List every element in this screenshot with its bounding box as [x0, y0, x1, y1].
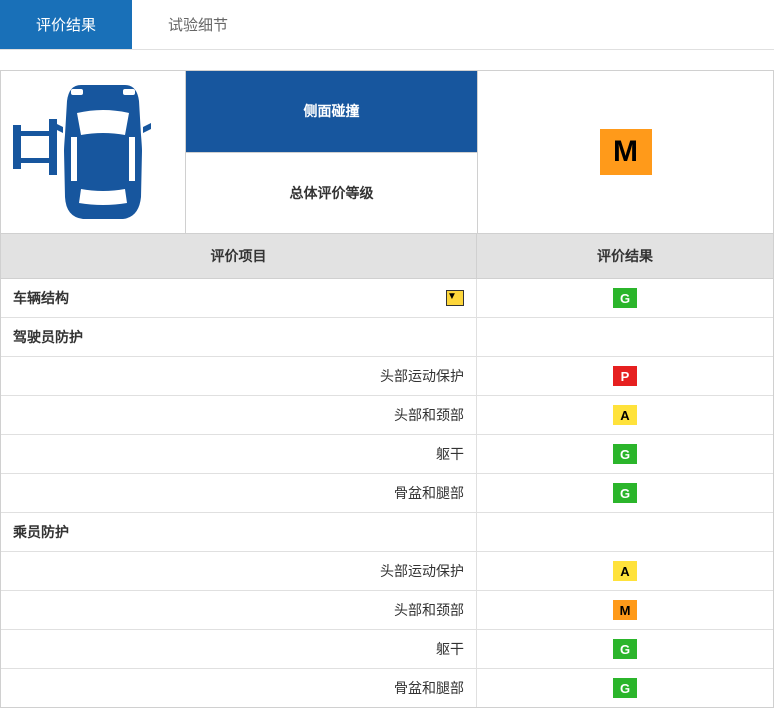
- item-cell: 乘员防护: [1, 513, 477, 551]
- item-cell: 骨盆和腿部: [1, 669, 477, 707]
- item-label: 车辆结构: [13, 288, 69, 308]
- result-cell: M: [477, 591, 773, 629]
- grade-badge: G: [613, 444, 637, 464]
- grade-badge: A: [613, 405, 637, 425]
- tab-bar: 评价结果 试验细节: [0, 0, 774, 50]
- result-cell: A: [477, 396, 773, 434]
- column-header-item: 评价项目: [1, 234, 477, 278]
- grade-badge: G: [613, 639, 637, 659]
- content-panel: 侧面碰撞 总体评价等级 M 评价项目 评价结果 车辆结构 ▼ G 驾驶员防护头部运动保…: [0, 70, 774, 708]
- item-cell: 头部运动保护: [1, 357, 477, 395]
- item-label: 头部运动保护: [380, 561, 464, 581]
- summary-panel: 侧面碰撞 总体评价等级 M: [1, 71, 773, 234]
- table-row: 乘员防护: [1, 513, 773, 552]
- item-label: 躯干: [436, 444, 464, 464]
- item-cell: 车辆结构 ▼: [1, 279, 477, 317]
- crash-diagram: [1, 71, 186, 233]
- table-row: 车辆结构 ▼ G: [1, 279, 773, 318]
- result-cell: [477, 513, 773, 551]
- item-cell: 躯干: [1, 435, 477, 473]
- result-cell: G: [477, 630, 773, 668]
- item-label: 骨盆和腿部: [394, 483, 464, 503]
- overall-rating-cell: M: [477, 71, 773, 233]
- grade-badge: G: [613, 678, 637, 698]
- table-header-row: 评价项目 评价结果: [1, 234, 773, 279]
- result-cell: G: [477, 669, 773, 707]
- tab-test-details[interactable]: 试验细节: [132, 0, 264, 49]
- dropdown-icon[interactable]: ▼: [446, 290, 464, 306]
- item-cell: 头部和颈部: [1, 591, 477, 629]
- overall-grade-badge: M: [600, 129, 652, 175]
- column-header-result: 评价结果: [477, 234, 773, 278]
- grade-badge: M: [613, 600, 637, 620]
- result-cell: G: [477, 474, 773, 512]
- grade-badge: G: [613, 483, 637, 503]
- table-row: 驾驶员防护: [1, 318, 773, 357]
- test-name-banner: 侧面碰撞: [186, 71, 477, 153]
- summary-labels: 侧面碰撞 总体评价等级: [186, 71, 477, 233]
- item-label: 驾驶员防护: [13, 327, 83, 347]
- tab-evaluation-result[interactable]: 评价结果: [0, 0, 132, 49]
- result-cell: G: [477, 435, 773, 473]
- table-row: 头部运动保护 P: [1, 357, 773, 396]
- result-cell: P: [477, 357, 773, 395]
- table-row: 头部和颈部 A: [1, 396, 773, 435]
- item-label: 头部和颈部: [394, 405, 464, 425]
- item-cell: 头部运动保护: [1, 552, 477, 590]
- side-impact-icon: [11, 77, 176, 227]
- item-cell: 骨盆和腿部: [1, 474, 477, 512]
- table-row: 头部运动保护 A: [1, 552, 773, 591]
- overall-rating-label: 总体评价等级: [186, 153, 477, 234]
- item-label: 乘员防护: [13, 522, 69, 542]
- table-row: 头部和颈部 M: [1, 591, 773, 630]
- result-cell: G: [477, 279, 773, 317]
- table-row: 躯干 G: [1, 630, 773, 669]
- table-row: 骨盆和腿部 G: [1, 474, 773, 513]
- grade-badge: P: [613, 366, 637, 386]
- table-row: 躯干 G: [1, 435, 773, 474]
- table-body: 车辆结构▼G驾驶员防护头部运动保护P头部和颈部A躯干G骨盆和腿部G乘员防护头部运…: [1, 279, 773, 707]
- item-label: 头部和颈部: [394, 600, 464, 620]
- grade-badge: G: [613, 288, 637, 308]
- item-label: 躯干: [436, 639, 464, 659]
- item-cell: 驾驶员防护: [1, 318, 477, 356]
- item-label: 骨盆和腿部: [394, 678, 464, 698]
- item-cell: 躯干: [1, 630, 477, 668]
- result-cell: [477, 318, 773, 356]
- table-row: 骨盆和腿部 G: [1, 669, 773, 707]
- result-cell: A: [477, 552, 773, 590]
- grade-badge: A: [613, 561, 637, 581]
- item-label: 头部运动保护: [380, 366, 464, 386]
- item-cell: 头部和颈部: [1, 396, 477, 434]
